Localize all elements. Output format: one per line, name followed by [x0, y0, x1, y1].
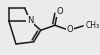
Text: CH₃: CH₃	[86, 21, 100, 30]
Text: O: O	[67, 25, 73, 34]
Text: N: N	[27, 16, 33, 25]
Text: O: O	[56, 7, 63, 16]
